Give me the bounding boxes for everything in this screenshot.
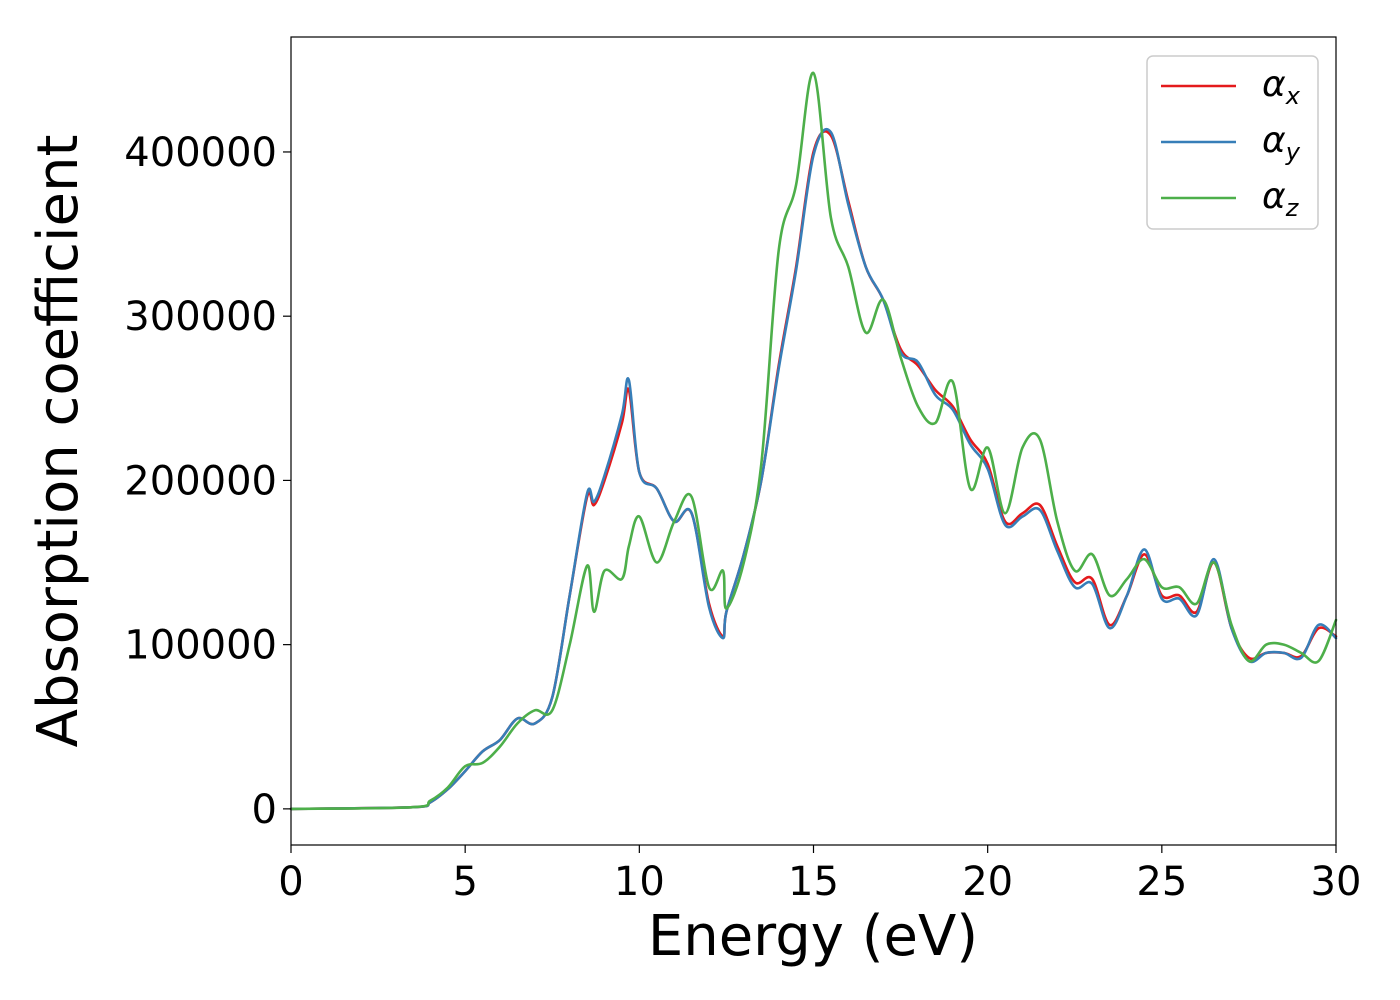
y-axis-title: Absorption coefficient [26,135,91,748]
legend-label-alpha-x: αx [1262,64,1301,110]
series-layer [289,71,1338,811]
y-tick-label: 0 [252,787,277,833]
x-tick-label: 0 [278,859,303,905]
y-axis: 0 100000 200000 300000 400000 [124,130,291,833]
series-line-alpha-y [289,127,1338,811]
x-tick-label: 30 [1311,859,1362,905]
x-tick-label: 5 [452,859,477,905]
legend: αx αy αz [1146,55,1319,230]
x-axis-title: Energy (eV) [648,904,978,969]
series-line-alpha-x [289,130,1338,811]
y-tick-label: 100000 [124,623,277,669]
x-axis: 0 5 10 15 20 25 30 [278,845,1361,905]
x-tick-label: 15 [788,859,839,905]
legend-label-alpha-z: αz [1262,176,1300,222]
x-tick-label: 25 [1136,859,1187,905]
series-line-alpha-z [289,71,1338,811]
x-tick-label: 20 [962,859,1013,905]
y-tick-label: 300000 [124,294,277,340]
legend-label-alpha-y: αy [1262,120,1301,166]
y-tick-label: 200000 [124,458,277,504]
x-tick-label: 10 [614,859,665,905]
y-tick-label: 400000 [124,130,277,176]
